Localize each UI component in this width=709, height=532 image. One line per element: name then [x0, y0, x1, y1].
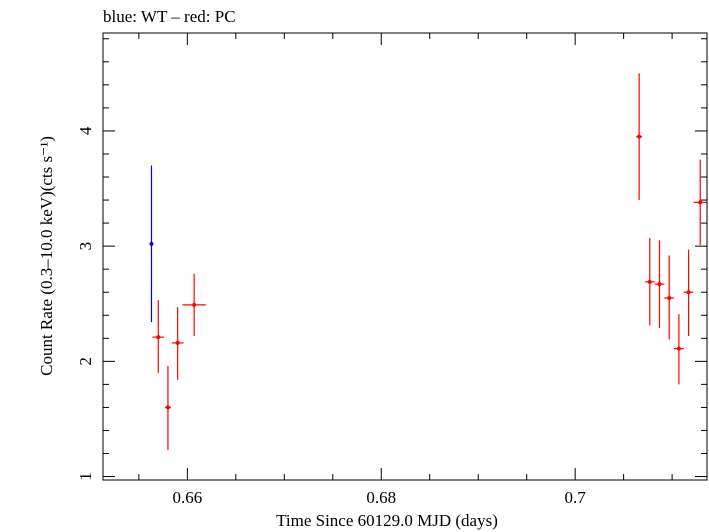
x-tick-label: 0.66 [172, 488, 202, 507]
point-marker [175, 340, 180, 345]
x-axis-label: Time Since 60129.0 MJD (days) [276, 511, 498, 530]
point-marker [657, 282, 662, 287]
point-marker [676, 346, 681, 351]
data-point [644, 238, 655, 326]
y-tick-label: 3 [76, 242, 95, 251]
point-marker [192, 302, 197, 307]
point-marker [637, 134, 642, 139]
y-tick-label: 4 [76, 126, 95, 135]
axis-ticks [103, 33, 707, 480]
data-point [693, 159, 707, 245]
y-tick-label: 2 [76, 357, 95, 366]
point-marker [667, 295, 672, 300]
data-point [683, 249, 694, 336]
x-tick-label: 0.7 [565, 488, 587, 507]
point-marker [698, 200, 703, 205]
chart-title: blue: WT – red: PC [103, 7, 236, 26]
data-point [664, 255, 675, 340]
y-axis-label: Count Rate (0.3–10.0 keV)(cts s⁻¹) [37, 136, 56, 376]
point-marker [647, 279, 652, 284]
point-marker [165, 405, 170, 410]
data-point [171, 307, 184, 380]
data-point [149, 165, 154, 323]
data-point [636, 73, 643, 201]
data-point [182, 273, 206, 336]
x-tick-label: 0.68 [366, 488, 396, 507]
plot-frame [102, 32, 708, 481]
point-marker [149, 241, 154, 246]
y-tick-label: 1 [76, 472, 95, 481]
data-point [152, 300, 165, 373]
point-marker [686, 290, 691, 295]
point-marker [156, 335, 161, 340]
data-point [165, 365, 171, 451]
data-point [654, 240, 665, 328]
data-points [149, 73, 707, 451]
axis-tick-labels: 0.66 0.68 0.7 1 2 3 4 [76, 126, 586, 507]
data-point [674, 314, 684, 385]
